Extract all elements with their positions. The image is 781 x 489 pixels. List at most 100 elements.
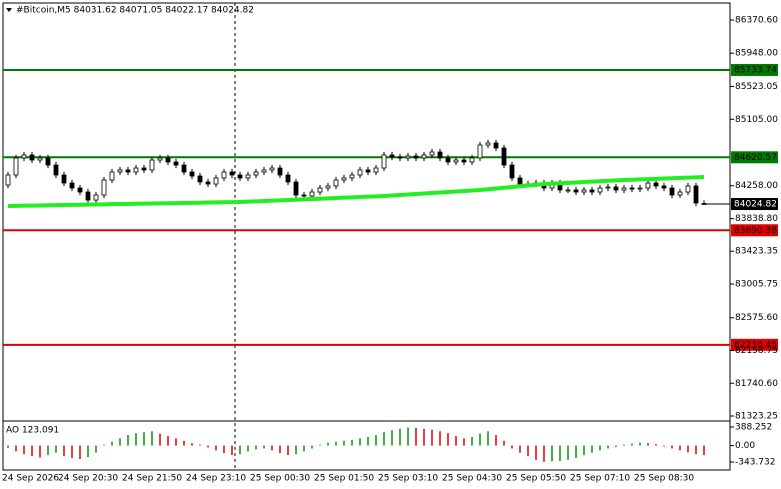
candle-body [69,182,75,189]
candle-body [677,191,683,196]
candle-body [253,171,259,176]
y-tick-label: 81323.25 [735,411,778,421]
candle-body [613,186,619,191]
x-tick-label: 24 Sep 23:10 [186,474,246,484]
x-tick-label: 24 Sep 21:50 [122,474,182,484]
y-tick-label: 85523.05 [735,82,778,92]
candle-body [101,179,107,196]
last-price-label: 84024.82 [734,200,777,210]
candle-body [29,154,35,161]
candle-body [413,155,419,159]
candle-body [589,189,595,193]
candle-body [421,154,427,159]
candle-body [445,157,451,163]
candle-body [37,157,43,161]
level-label: 84620.57 [734,153,777,163]
candle-body [157,157,163,161]
x-tick-label: 25 Sep 01:50 [314,474,374,484]
candle-body [189,171,195,177]
x-tick-label: 25 Sep 04:30 [442,474,502,484]
candle-body [685,185,691,193]
candle-body [645,182,651,189]
candle-body [325,185,331,189]
y-tick-label: 83005.75 [735,279,778,289]
chart-title: #Bitcoin,M5 84031.62 84071.05 84022.17 8… [16,6,254,16]
candle-body [621,187,627,191]
candle-body [293,181,299,196]
moving-average [7,175,705,208]
y-tick-label: 82158.75 [735,346,778,356]
candle-body [309,191,315,197]
overlay-layer: 85733.74 84620.57 83690.38 82230.45 84024.82 [705,63,778,351]
level-label-box [731,338,778,351]
candle-body [205,181,211,185]
y-tick-label: 86370.60 [735,15,778,25]
candle-body [341,177,347,181]
candle-body [357,169,363,176]
candle-body [477,144,483,159]
candle-body [45,157,51,166]
candle-body [365,169,371,173]
level-label-box [731,224,778,237]
x-tick-label: 24 Sep 20:30 [58,474,118,484]
level-label-box [731,63,778,76]
candle-body [197,175,203,183]
candle-body [221,171,227,179]
candle-body [485,142,491,146]
plot-layer [3,68,730,462]
candle-body [501,147,507,166]
candle-body [661,185,667,189]
candle-body [5,174,11,186]
candle-body [213,177,219,185]
candle-body [77,187,83,193]
y-tick-label: 81740.60 [735,379,778,389]
candle-body [109,171,115,181]
candle-body [605,186,611,189]
candle-body [93,194,99,201]
candle-body [509,164,515,179]
candle-body [405,155,411,159]
candle-body [565,189,571,192]
candle-body [381,154,387,169]
candle-body [117,169,123,173]
candle-body [389,154,395,158]
x-tick-label: 25 Sep 07:10 [570,474,630,484]
x-tick-label: 25 Sep 00:30 [250,474,310,484]
candle-body [173,161,179,166]
level-label: 83690.38 [734,226,777,236]
candle-body [269,167,275,171]
level-label: 85733.74 [734,65,777,75]
candle-body [301,194,307,197]
candle-body [333,179,339,187]
candle-body [461,159,467,163]
osc-label: AO 123.091 [6,426,59,436]
candle-body [517,177,523,185]
candle-body [469,157,475,163]
candle-body [317,187,323,193]
candle-body [13,157,19,176]
candle-body [693,185,699,204]
candle-body [125,169,131,173]
candle-body [133,167,139,173]
candle-body [245,174,251,179]
candle-body [397,156,403,159]
osc-tick-label: 388.252 [735,422,772,432]
candle-body [149,159,155,171]
osc-tick-label: -343.732 [735,458,775,468]
osc-tick-label: 0.00 [735,441,755,451]
y-tick-label: 84258.00 [735,181,778,191]
last-price-box [731,198,778,211]
candle-body [429,151,435,156]
symbol-icon [6,8,12,12]
level-label-box [731,151,778,164]
y-tick-label: 85105.00 [735,115,778,125]
candle-body [629,187,635,190]
candle-body [653,182,659,187]
x-tick-label: 25 Sep 08:30 [634,474,694,484]
candle-body [285,174,291,183]
candle-body [581,189,587,193]
candle-body [21,154,27,159]
candle-body [165,157,171,163]
